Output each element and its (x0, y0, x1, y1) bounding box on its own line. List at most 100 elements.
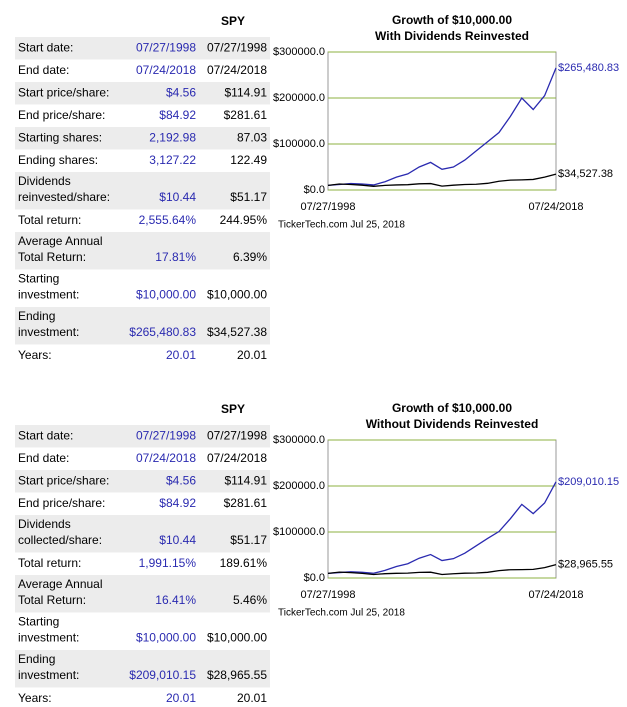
chart-subtitle: Without Dividends Reinvested (366, 417, 539, 431)
source: TickerTech.com Jul 25, 2018 (278, 220, 405, 231)
value-2: $281.61 (224, 108, 268, 122)
value-1: 20.01 (166, 691, 196, 705)
row-background (15, 425, 270, 448)
row-label: End price/share: (18, 108, 105, 122)
row-background (15, 232, 270, 270)
value-1: 20.01 (166, 348, 196, 362)
value-2: 20.01 (237, 348, 267, 362)
row-label: Years: (18, 691, 52, 705)
row-label: investment: (18, 631, 79, 645)
y-tick-label: $300000.0 (273, 46, 325, 58)
value-2: $10,000.00 (207, 631, 267, 645)
chart-title: Growth of $10,000.00 (392, 13, 512, 27)
row-label: reinvested/share: (18, 190, 110, 204)
row-label: Ending shares: (18, 153, 98, 167)
value-1: 16.41% (155, 593, 196, 607)
line (327, 67, 557, 187)
row-label: Ending (18, 652, 55, 666)
value-1: 17.81% (155, 250, 196, 264)
row-background (15, 515, 270, 553)
x-tick-label: 07/27/1998 (300, 589, 355, 601)
chart-title: Growth of $10,000.00 (392, 401, 512, 415)
value-2: 07/27/1998 (207, 40, 267, 54)
value-1: $4.56 (166, 85, 196, 99)
value-2: $51.17 (230, 190, 267, 204)
value-2: $10,000.00 (207, 288, 267, 302)
x-tick-label: 07/27/1998 (300, 201, 355, 213)
value-1: 2,192.98 (149, 130, 196, 144)
line (327, 481, 557, 575)
row-label: Average Annual (18, 577, 103, 591)
row-label: Total Return: (18, 593, 86, 607)
value-2: 07/24/2018 (207, 451, 267, 465)
value-1: $10.44 (159, 533, 196, 547)
end-label: $265,480.83 (558, 62, 619, 74)
value-1: $84.92 (159, 108, 196, 122)
value-1: 07/24/2018 (136, 451, 196, 465)
chart-subtitle: With Dividends Reinvested (375, 29, 529, 43)
value-2: 5.46% (233, 593, 267, 607)
value-2: $114.91 (225, 473, 268, 487)
y-tick-label: $100000.0 (273, 138, 325, 150)
row-label: End date: (18, 451, 69, 465)
row-label: Start date: (18, 40, 73, 54)
value-1: 1,991.15% (139, 556, 197, 570)
value-2: 20.01 (237, 691, 267, 705)
row-label: collected/share: (18, 533, 102, 547)
row-label: Starting (18, 615, 59, 629)
value-1: 07/24/2018 (136, 63, 196, 77)
value-2: $34,527.38 (207, 325, 267, 339)
x-tick-label: 07/24/2018 (528, 201, 583, 213)
value-1: $10,000.00 (136, 631, 196, 645)
row-label: Start date: (18, 428, 73, 442)
value-2: 189.61% (220, 556, 268, 570)
table-header: SPY (221, 402, 245, 416)
row-label: Years: (18, 348, 52, 362)
table-header: SPY (221, 14, 245, 28)
end-label: $34,527.38 (558, 168, 613, 180)
value-1: $10.44 (159, 190, 196, 204)
row-label: investment: (18, 325, 79, 339)
row-label: Ending (18, 309, 55, 323)
y-tick-label: $100000.0 (273, 526, 325, 538)
value-1: $4.56 (166, 473, 196, 487)
row-label: Average Annual (18, 234, 103, 248)
row-background (15, 37, 270, 60)
value-2: 07/27/1998 (207, 428, 267, 442)
source: TickerTech.com Jul 25, 2018 (278, 608, 405, 619)
row-background (15, 172, 270, 210)
row-label: investment: (18, 668, 79, 682)
value-1: 3,127.22 (149, 153, 196, 167)
row-label: Start price/share: (18, 85, 109, 99)
value-1: $84.92 (159, 496, 196, 510)
value-1: $265,480.83 (129, 325, 196, 339)
row-background (15, 307, 270, 345)
line (327, 173, 557, 187)
y-tick-label: $300000.0 (273, 434, 325, 446)
value-2: 87.03 (237, 130, 267, 144)
value-2: 244.95% (220, 213, 268, 227)
row-label: Total return: (18, 556, 81, 570)
y-tick-label: $200000.0 (273, 480, 325, 492)
line (327, 564, 557, 576)
value-1: $10,000.00 (136, 288, 196, 302)
row-label: Total return: (18, 213, 81, 227)
row-label: End price/share: (18, 496, 105, 510)
row-label: Dividends (18, 174, 71, 188)
row-background (15, 82, 270, 105)
value-1: 07/27/1998 (136, 40, 196, 54)
end-label: $209,010.15 (558, 476, 619, 488)
row-label: Start price/share: (18, 473, 109, 487)
row-background (15, 127, 270, 150)
plot-area (327, 439, 557, 579)
value-2: $28,965.55 (207, 668, 267, 682)
row-label: Starting (18, 272, 59, 286)
value-2: 07/24/2018 (207, 63, 267, 77)
row-label: End date: (18, 63, 69, 77)
row-label: investment: (18, 288, 79, 302)
row-background (15, 470, 270, 493)
value-2: $114.91 (225, 85, 268, 99)
y-tick-label: $0.0 (304, 184, 325, 196)
x-tick-label: 07/24/2018 (528, 589, 583, 601)
